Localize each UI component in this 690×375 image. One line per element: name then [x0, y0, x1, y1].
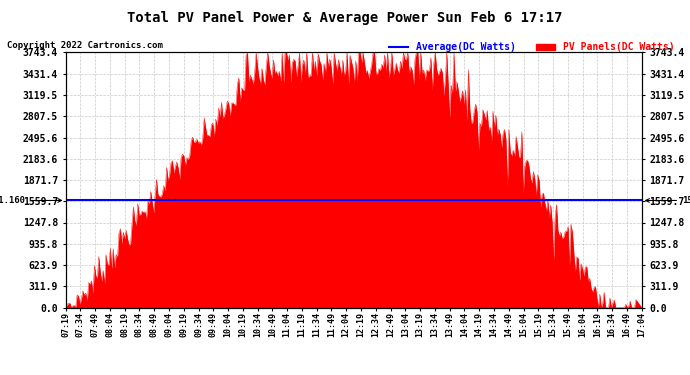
Text: 1571.160: 1571.160: [0, 196, 61, 205]
Text: Copyright 2022 Cartronics.com: Copyright 2022 Cartronics.com: [7, 41, 163, 50]
Legend: Average(DC Watts), PV Panels(DC Watts): Average(DC Watts), PV Panels(DC Watts): [385, 39, 678, 56]
Text: Total PV Panel Power & Average Power Sun Feb 6 17:17: Total PV Panel Power & Average Power Sun…: [127, 11, 563, 25]
Text: 1571.160: 1571.160: [646, 196, 690, 205]
